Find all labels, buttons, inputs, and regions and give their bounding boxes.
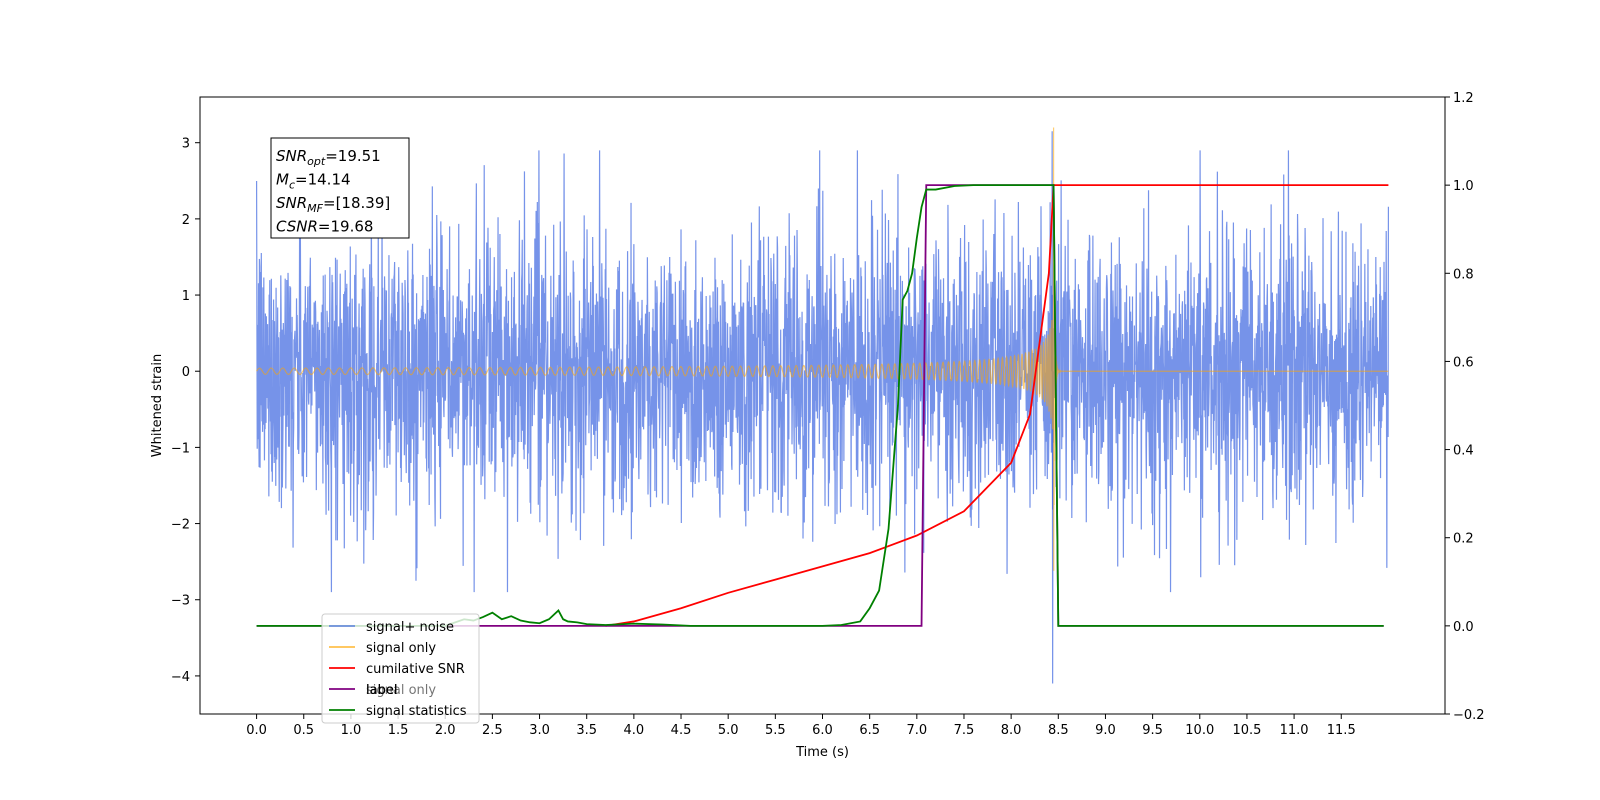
legend-entry: signal+ noise <box>366 620 454 635</box>
y2-tick-label: 0.2 <box>1453 532 1474 547</box>
x-tick-label: 9.5 <box>1142 723 1163 738</box>
legend-entry: signal statistics <box>366 704 467 719</box>
axes: 0.0 0.5 1.0 1.5 2.0 2.5 3.0 3.5 4.0 4.5 5.0 5.5 6.0 6… <box>150 91 1485 760</box>
x-tick-label: 5.0 <box>718 723 739 738</box>
x-tick-label: 6.5 <box>859 723 880 738</box>
series-signal-noise <box>255 150 1390 593</box>
x-tick-label: 3.5 <box>576 723 597 738</box>
x-tick-label: 1.5 <box>388 723 409 738</box>
x-tick-label: 11.0 <box>1280 723 1309 738</box>
y2-tick-label: 0.8 <box>1453 267 1474 282</box>
series-cumulative-snr <box>605 184 1389 627</box>
y-tick-label: 2 <box>182 213 190 228</box>
legend-entry-top: label <box>366 683 397 698</box>
y-tick-label: 3 <box>182 137 190 152</box>
legend-overlap-text: signal only <box>366 683 436 698</box>
x-tick-label: 4.5 <box>671 723 692 738</box>
y-tick-label: 1 <box>182 289 190 304</box>
y2-tick-label: 0.6 <box>1453 355 1474 370</box>
y2-tick-label: 0.0 <box>1453 620 1474 635</box>
x-tick-label: 10.5 <box>1232 723 1261 738</box>
annotation-line: SNRMF=[18.39] <box>276 194 390 215</box>
x-tick-label: 0.5 <box>293 723 314 738</box>
y-tick-label: −4 <box>171 670 190 685</box>
y-tick-label: −2 <box>171 518 190 533</box>
y-tick-label: −3 <box>171 594 190 609</box>
x-tick-label: 4.0 <box>624 723 645 738</box>
annotation-frame <box>270 137 410 239</box>
x-tick-label: 1.0 <box>341 723 362 738</box>
x-tick-label: 8.0 <box>1001 723 1022 738</box>
x-tick-label: 2.5 <box>482 723 503 738</box>
series-signal-statistics <box>256 184 1384 627</box>
y2-tick-label: 1.2 <box>1453 91 1474 106</box>
x-tick-label: 11.5 <box>1327 723 1356 738</box>
legend-frame <box>321 613 480 724</box>
y2-tick-label: −0.2 <box>1453 708 1485 723</box>
y2-tick-label: 0.4 <box>1453 444 1474 459</box>
y-tick-label: −1 <box>171 441 190 456</box>
x-tick-label: 7.0 <box>906 723 927 738</box>
x-tick-label: 2.0 <box>435 723 456 738</box>
x-tick-label: 7.5 <box>954 723 975 738</box>
x-tick-label: 10.0 <box>1185 723 1214 738</box>
y-axis-label: Whitened strain <box>150 354 165 457</box>
y-tick-label: 0 <box>182 365 190 380</box>
x-tick-label: 8.5 <box>1048 723 1069 738</box>
annotation-line: Mc=14.14 <box>276 171 351 192</box>
plot-area <box>255 127 1390 684</box>
x-axis-label: Time (s) <box>795 745 849 760</box>
x-tick-label: 6.0 <box>812 723 833 738</box>
annotation-line: SNRopt=19.51 <box>276 147 381 168</box>
y2-tick-label: 1.0 <box>1453 179 1474 194</box>
legend-entry: label <box>366 683 397 698</box>
series-signal-only <box>256 127 1389 571</box>
legend: signal+ noise signal only cumilative SNR la… <box>321 613 480 724</box>
x-tick-label: 5.5 <box>765 723 786 738</box>
legend-entry: cumilative SNR <box>366 662 465 677</box>
x-tick-label: 9.0 <box>1095 723 1116 738</box>
annotation-line: CSNR=19.68 <box>276 218 373 236</box>
x-tick-label: 3.0 <box>529 723 550 738</box>
x-tick-label: 0.0 <box>246 723 267 738</box>
legend-entry: signal only <box>366 641 436 656</box>
